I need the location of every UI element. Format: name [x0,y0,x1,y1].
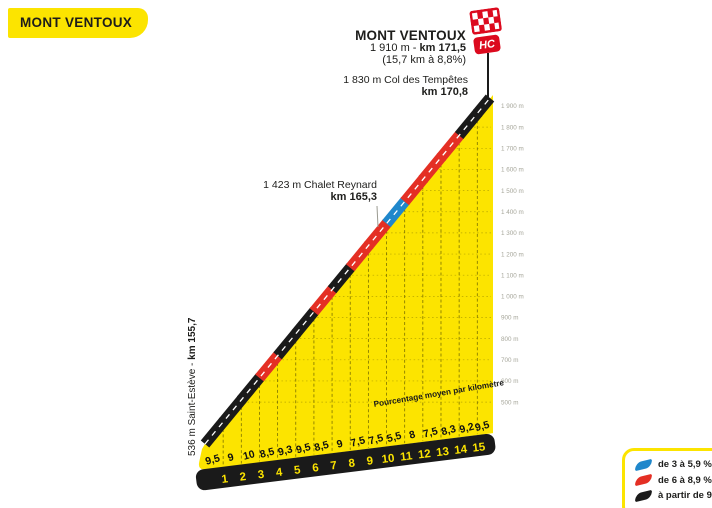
elevation-tick-label: 500 m [501,399,519,406]
km-tick-label: 2 [239,471,247,484]
waypoint-km: km 170,8 [421,86,468,98]
elevation-tick-label: 1 000 m [501,294,524,301]
gradient-value-label: 9 [335,438,344,451]
elevation-tick-label: 1 400 m [501,209,524,216]
gradient-value-label: 9 [226,451,235,464]
road-segment [273,329,301,360]
km-tick-label: 12 [417,448,431,461]
summit-elevation: 1 910 m - km 171,5 [355,42,466,55]
gradient-value-label: 10 [242,448,257,463]
start-name: 536 m Saint-Estève - [187,359,198,456]
summit-label: MONT VENTOUX 1 910 m - km 171,5 (15,7 km… [355,29,466,66]
km-tick-label: 9 [366,455,374,468]
km-tick-label: 5 [293,464,301,477]
gradient-swatch-red-icon [634,473,653,487]
km-base-band: 1 2 3 4 5 6 7 8 9 10 11 12 13 14 159,5 9 10 8,5 9,3 9,5 8,5 9… [195,419,496,491]
legend-label: à partir de 9 % [658,490,712,501]
km-tick-label: 4 [275,466,283,479]
gradient-value-label: 9,5 [204,452,221,467]
km-tick-label: 1 [221,473,229,486]
gradient-value-label: 8,3 [440,423,457,438]
summit-km: km 171,5 [419,42,466,54]
summit-detail: (15,7 km à 8,8%) [382,53,466,66]
chalet-reynard-label: 1 423 m Chalet Reynard km 165,3 [263,179,377,204]
gradient-value-label: 9,5 [295,441,312,456]
legend-label: de 6 à 8,9 % [658,474,712,486]
km-tick-label: 3 [257,469,265,482]
gradient-value-label: 5,5 [386,430,403,445]
start-label: 536 m Saint-Estève - km 155,7 [187,318,198,456]
elevation-tick-label: 600 m [501,378,519,385]
gradient-legend: de 3 à 5,9 % de 6 à 8,9 % à partir de 9 … [622,448,712,508]
waypoint-km: km 165,3 [330,191,377,203]
km-tick-label: 15 [472,441,487,455]
gradient-value-label: 9,3 [277,443,294,458]
km-tick-label: 10 [381,453,395,466]
km-tick-label: 14 [454,443,469,457]
waypoint-name: 1 830 m Col des Tempêtes [343,74,468,86]
road-segment [364,219,392,250]
legend-item: de 3 à 5,9 % [634,458,712,471]
elevation-tick-label: 800 m [501,336,519,343]
summit-name: MONT VENTOUX [355,28,466,43]
legend-label: de 3 à 5,9 % [658,459,712,470]
gradient-value-label: 9,2 [458,421,475,436]
gradient-value-label: 7,5 [367,432,384,447]
legend-item: de 6 à 8,9 % [634,473,712,487]
gradient-swatch-black-icon [634,489,653,502]
road-segment [454,108,483,139]
km-tick-label: 7 [330,460,338,473]
gradient-swatch-blue-icon [634,458,653,471]
gradient-value-label: 9,5 [474,419,491,434]
elevation-tick-label: 700 m [501,357,519,364]
elevation-tick-label: 1 300 m [501,230,524,237]
km-tick-label: 13 [436,446,450,459]
gradient-value-label: 8 [408,429,417,442]
hc-category-badge: HC [472,34,502,55]
km-tick-label: 11 [400,450,414,463]
road-center-line [204,97,491,445]
elevation-tick-label: 1 700 m [501,146,524,153]
hc-checkered-flag-icon [469,7,503,40]
elevation-tick-label: 1 900 m [501,103,524,110]
elevation-tick-label: 900 m [501,315,519,322]
elevation-tick-label: 1 500 m [501,188,524,195]
elevation-tick-label: 1 600 m [501,167,524,174]
start-km: km 155,7 [187,317,198,360]
base-road-band [195,433,496,491]
elevation-tick-label: 1 200 m [501,251,524,258]
km-tick-label: 6 [312,462,320,475]
summit-elevation-text: 1 910 m - [369,42,420,54]
gradient-value-label: 8,5 [259,445,276,460]
elevation-tick-label: 1 100 m [501,272,524,279]
waypoint-name: 1 423 m Chalet Reynard [263,179,377,191]
gradient-value-label: 8,5 [313,439,330,454]
gradient-value-label: 7,5 [349,434,366,449]
km-tick-label: 8 [348,457,356,470]
col-des-tempetes-label: 1 830 m Col des Tempêtes km 170,8 [343,74,468,99]
page-title: MONT VENTOUX [8,8,149,38]
elevation-tick-label: 1 800 m [501,124,524,131]
legend-item: à partir de 9 % [634,489,712,502]
gradient-value-label: 7,5 [422,425,439,440]
chalet-reynard-tick [376,205,379,228]
